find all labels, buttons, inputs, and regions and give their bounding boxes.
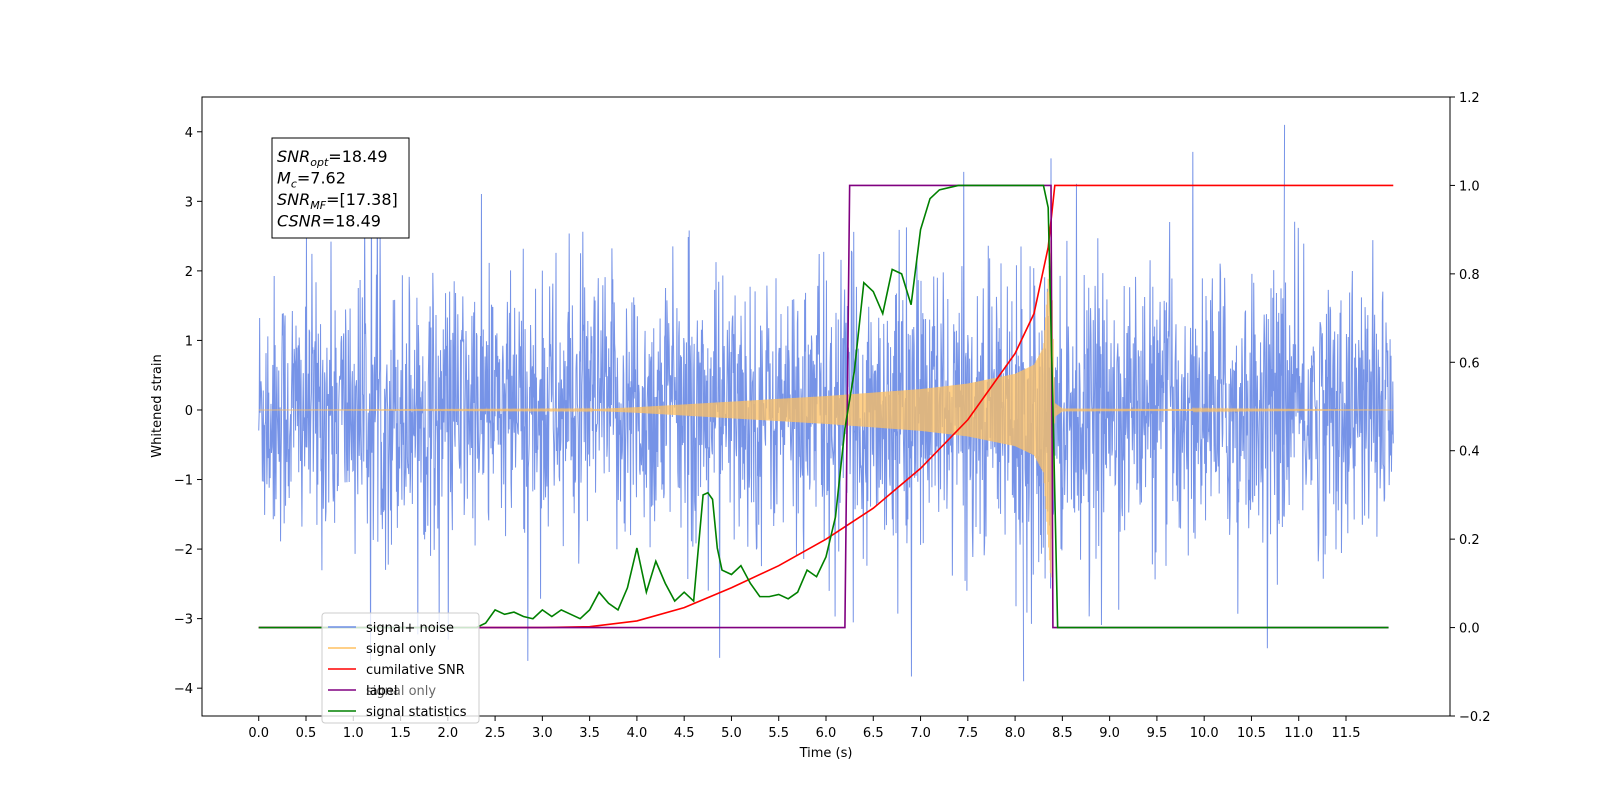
- x-tick-label: 0.0: [248, 726, 269, 741]
- y-tick-label-left: −4: [174, 682, 193, 697]
- y-tick-label-left: −1: [174, 474, 193, 489]
- annotation-frame: [271, 137, 410, 239]
- legend-frame: [321, 612, 480, 724]
- x-tick-label: 3.0: [532, 726, 553, 741]
- x-tick-label: 2.5: [485, 726, 506, 741]
- y-tick-label-right: 0.2: [1459, 533, 1480, 548]
- legend-label: signal only: [366, 642, 436, 657]
- x-tick-label: 7.5: [957, 726, 978, 741]
- y-ticks-right: −0.2 0.0 0.2 0.4 0.6 0.8 1.0 1.2: [1450, 91, 1491, 725]
- y-tick-label-right: −0.2: [1459, 710, 1491, 725]
- x-tick-label: 7.0: [910, 726, 931, 741]
- series-signal-only: [258, 240, 1394, 578]
- annotation-line: SNRopt=18.49: [277, 147, 388, 169]
- legend-label: label: [366, 684, 397, 699]
- annotation-line: CSNR=18.49: [277, 212, 381, 231]
- y-tick-label-left: −3: [174, 613, 193, 628]
- y-tick-label-left: 2: [185, 265, 193, 280]
- y-tick-label-left: −2: [174, 543, 193, 558]
- x-tick-label: 8.5: [1052, 726, 1073, 741]
- x-tick-label: 4.0: [627, 726, 648, 741]
- legend-label: signal+ noise: [366, 621, 454, 636]
- x-tick-label: 1.0: [343, 726, 364, 741]
- legend: signal only signal+ noise signal only cumil…: [321, 612, 480, 724]
- series-cumilative-snr: [258, 184, 1394, 629]
- y-tick-label-right: 0.6: [1459, 356, 1480, 371]
- y-tick-label-right: 1.2: [1459, 91, 1480, 106]
- x-tick-label: 4.5: [674, 726, 695, 741]
- y-tick-label-left: 1: [185, 334, 193, 349]
- legend-label: signal statistics: [366, 705, 467, 720]
- y-ticks-left: −4 −3 −2 −1 0 1 2 3 4: [174, 126, 202, 697]
- x-tick-label: 11.5: [1332, 726, 1361, 741]
- x-tick-label: 9.0: [1099, 726, 1120, 741]
- x-tick-label: 9.5: [1147, 726, 1168, 741]
- signal-only-line: [258, 240, 1394, 578]
- legend-ghost-text: signal only: [366, 684, 436, 699]
- annotation-line: SNRMF=[17.38]: [277, 190, 398, 212]
- annotation-box: SNRopt=18.49Mc=7.62SNRMF=[17.38]CSNR=18.…: [271, 137, 410, 239]
- series-signal-statistics: [258, 184, 1389, 629]
- series-layer: [258, 124, 1394, 682]
- x-tick-label: 10.0: [1190, 726, 1219, 741]
- y-tick-label-right: 0.4: [1459, 445, 1480, 460]
- series-line: [258, 184, 1389, 629]
- x-tick-label: 6.5: [863, 726, 884, 741]
- x-tick-label: 5.5: [768, 726, 789, 741]
- y-tick-label-right: 0.0: [1459, 622, 1480, 637]
- x-tick-label: 6.0: [816, 726, 837, 741]
- x-tick-label: 8.0: [1005, 726, 1026, 741]
- x-tick-label: 1.5: [390, 726, 411, 741]
- x-ticks: 0.0 0.5 1.0 1.5 2.0 2.5 3.0 3.5 4.0 4.5 5.0 5.5 6.0 6…: [248, 716, 1360, 741]
- x-tick-label: 11.0: [1284, 726, 1313, 741]
- x-tick-label: 10.5: [1237, 726, 1266, 741]
- x-tick-label: 5.0: [721, 726, 742, 741]
- y-tick-label-right: 0.8: [1459, 268, 1480, 283]
- y-tick-label-left: 3: [185, 195, 193, 210]
- x-tick-label: 0.5: [296, 726, 317, 741]
- y-tick-label-left: 0: [185, 404, 193, 419]
- y-axis-label-left: Whitened strain: [150, 354, 165, 457]
- x-axis-label: Time (s): [799, 746, 853, 761]
- series-line: [258, 184, 1394, 629]
- annotation-line: Mc=7.62: [277, 169, 346, 191]
- legend-label: cumilative SNR: [366, 663, 465, 678]
- y-tick-label-left: 4: [185, 126, 193, 141]
- y-tick-label-right: 1.0: [1459, 179, 1480, 194]
- x-tick-label: 2.0: [437, 726, 458, 741]
- x-tick-label: 3.5: [579, 726, 600, 741]
